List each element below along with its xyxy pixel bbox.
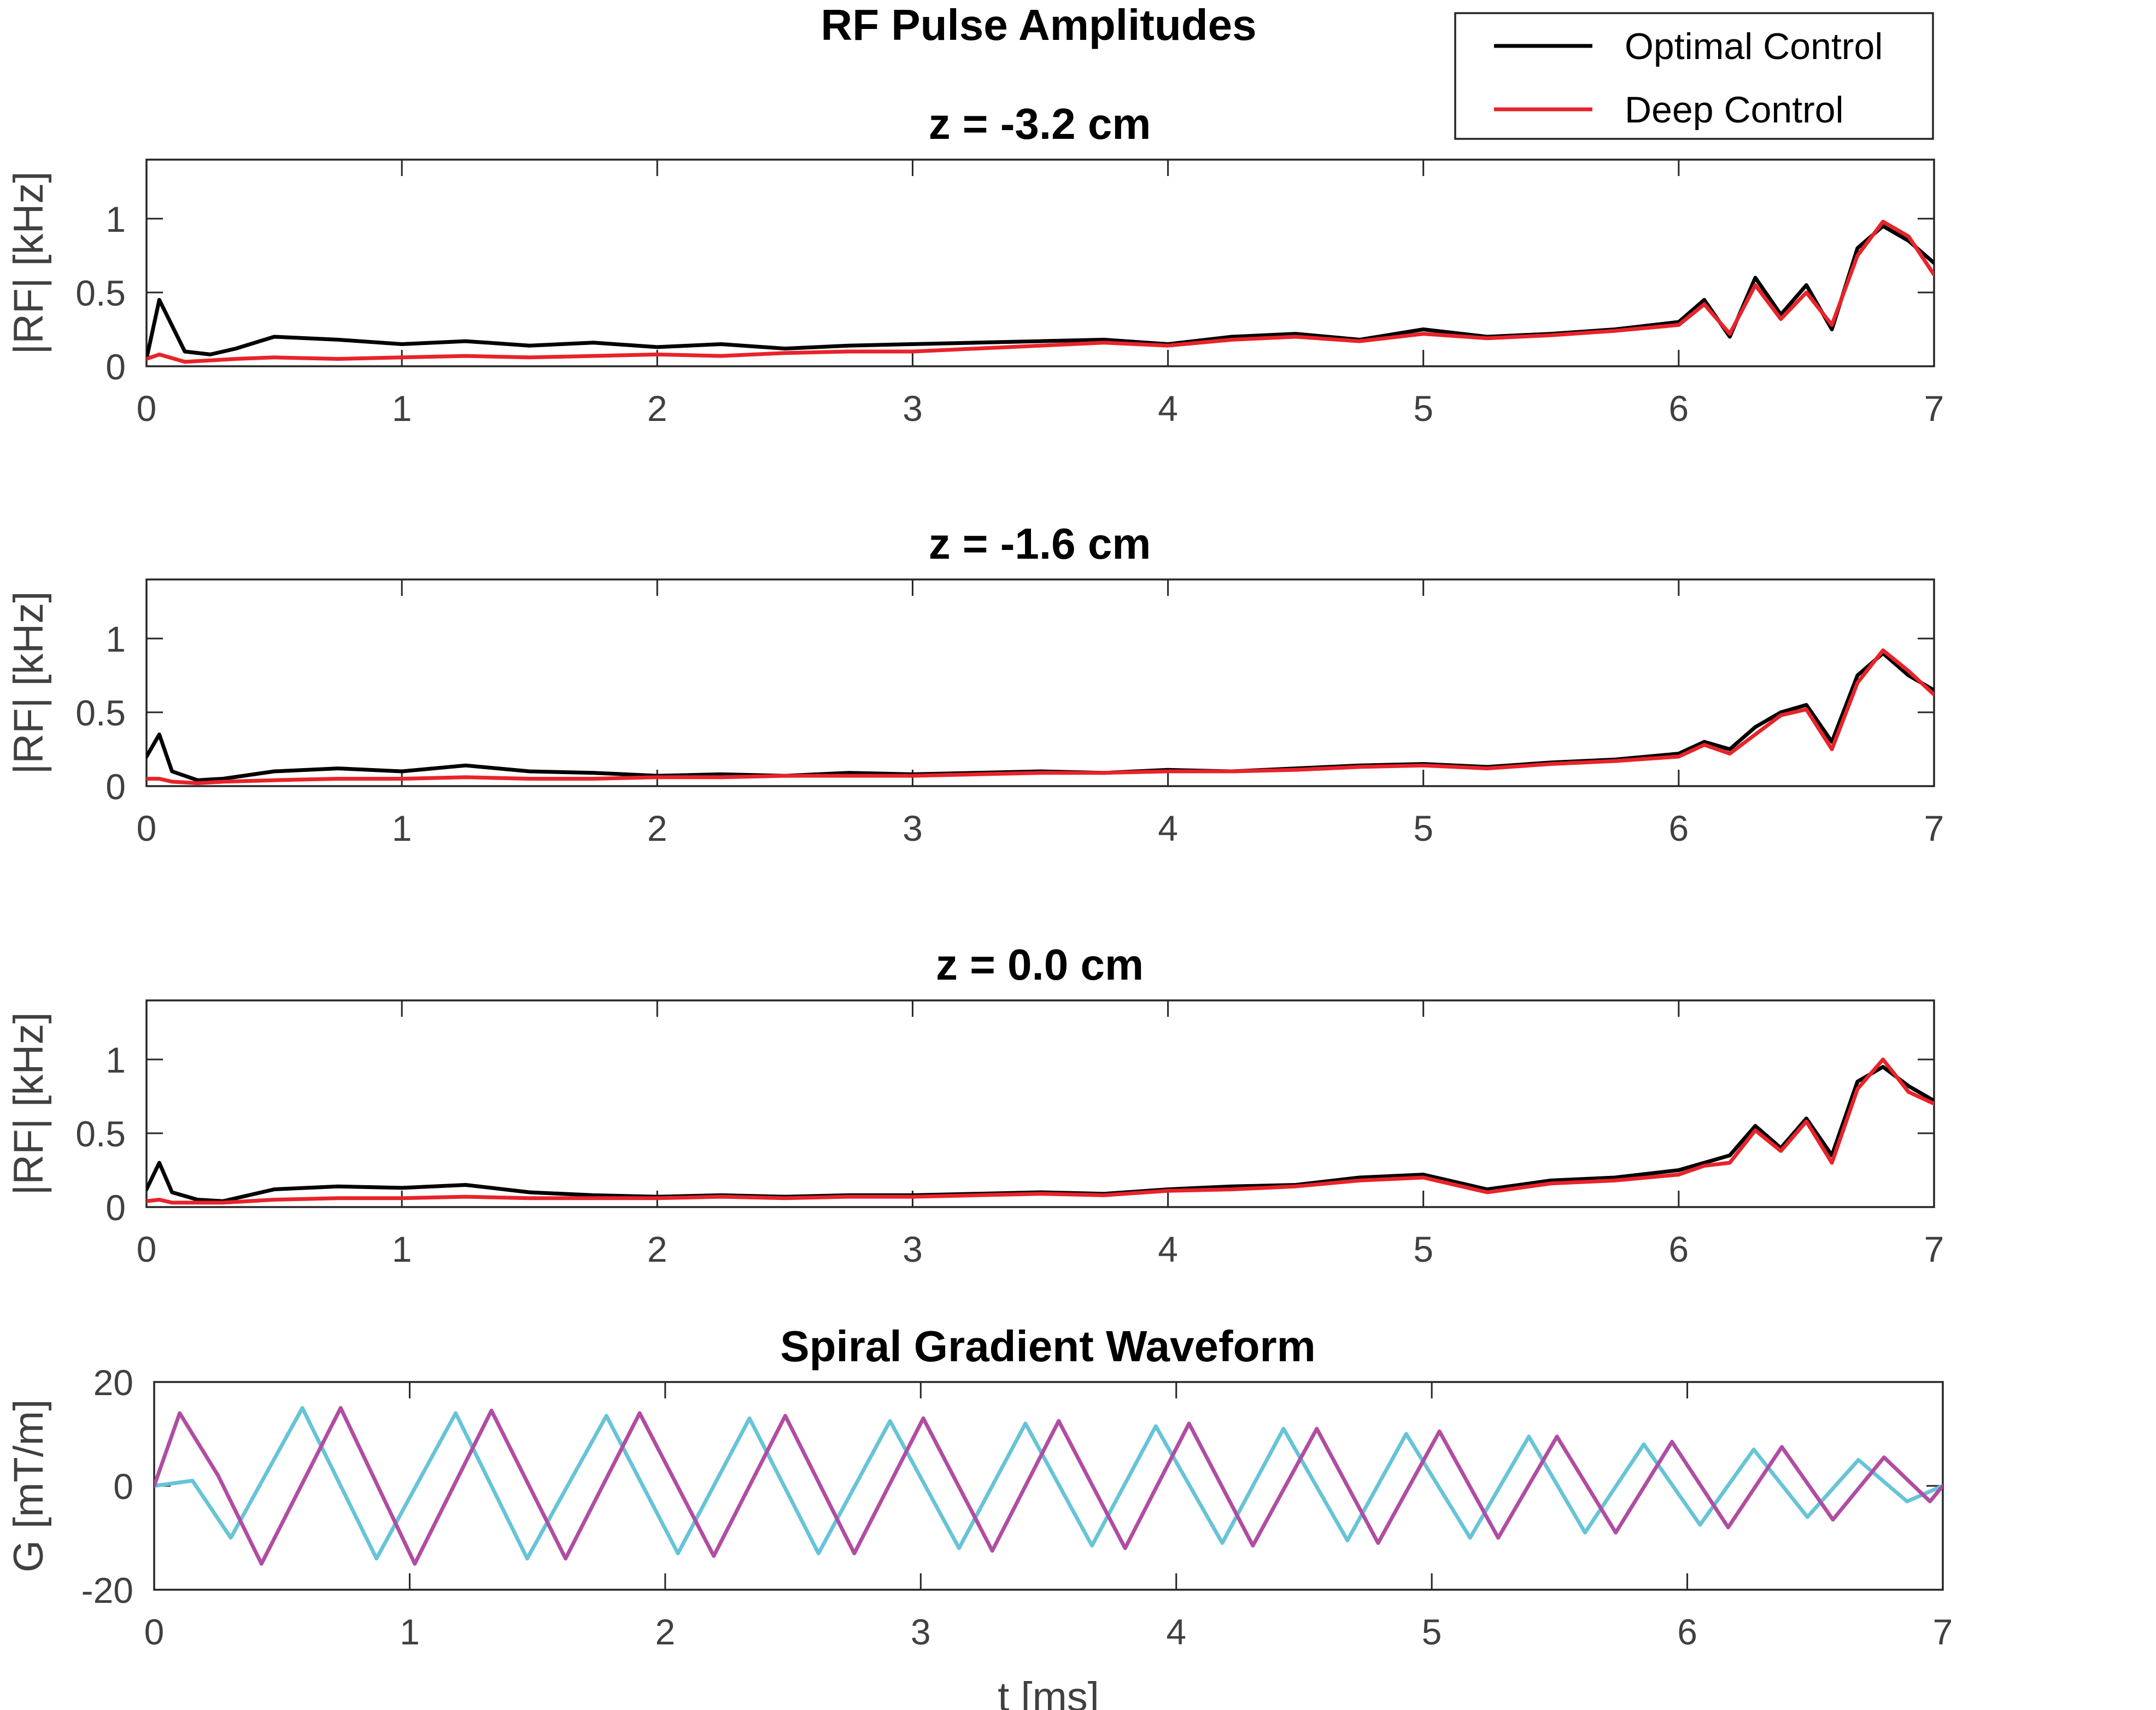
x-axis-label: t [ms] [998, 1674, 1099, 1710]
y-tick-label: 1 [106, 199, 126, 239]
series-line-deep-control [147, 1057, 1934, 1205]
x-tick-label: 0 [144, 1612, 165, 1652]
panels: z = -3.2 cm0 1 2 3 4 5 6 700.51|RF| [kHz]z = -1… [5, 99, 1953, 1710]
x-tick-label: 5 [1413, 1229, 1433, 1269]
legend: Optimal Control Deep Control [1454, 12, 1934, 140]
x-tick-label: 3 [903, 388, 923, 429]
panel-3: z = 0.0 cm 0 1 2 3 4 5 6 7 0 0.5 1 |RF| [kHz] [5, 940, 1944, 1269]
plot-area [145, 578, 1935, 787]
y-tick-label: 0.5 [75, 693, 126, 733]
x-tick-label: 4 [1166, 1612, 1186, 1652]
y-tick-label: -20 [81, 1570, 133, 1611]
y-tick-label: 20 [93, 1362, 133, 1403]
x-tick-label: 5 [1413, 388, 1433, 429]
x-tick-label: 4 [1158, 388, 1178, 429]
x-tick-label: 2 [647, 388, 667, 429]
series-line-deep-control [147, 648, 1934, 786]
x-tick-label: 1 [392, 808, 412, 848]
panel-title: z = -3.2 cm [929, 99, 1151, 148]
y-tick-label: 0.5 [75, 273, 126, 313]
x-tick-label: 3 [903, 1229, 923, 1269]
legend-label-optimal: Optimal Control [1625, 26, 1883, 67]
panel-title: z = -1.6 cm [929, 519, 1151, 568]
y-tick-label: 0.5 [75, 1114, 126, 1154]
x-tick-label: 7 [1924, 1229, 1944, 1269]
plot-area [145, 159, 1935, 367]
panel-2: z = -1.6 cm 0 1 2 3 4 5 6 7 0 0.5 1 |RF| [kHz] [5, 519, 1944, 848]
x-tick-label: 0 [137, 1229, 157, 1269]
x-tick-label: 2 [655, 1612, 675, 1652]
legend-box [1454, 12, 1934, 140]
legend-label-deep: Deep Control [1625, 89, 1844, 131]
x-tick-label: 7 [1924, 808, 1944, 848]
x-tick-label: 5 [1422, 1612, 1442, 1652]
x-tick-label: 7 [1933, 1612, 1953, 1652]
y-tick-label: 1 [106, 619, 126, 659]
series-line-gx [154, 1406, 1943, 1561]
x-tick-label: 0 [137, 388, 157, 429]
panel-1: z = -3.2 cm 0 1 2 3 4 5 6 7 0 0.5 1 |RF| [kHz] [5, 99, 1944, 429]
panel-4: Spiral Gradient Waveform 0 1 2 3 4 5 6 7 -20 0 20 G … [5, 1322, 1953, 1710]
panel-title: z = 0.0 cm [936, 940, 1144, 989]
x-tick-label: 6 [1668, 388, 1689, 429]
x-tick-label: 1 [400, 1612, 420, 1652]
panel-title: Spiral Gradient Waveform [780, 1322, 1316, 1371]
x-tick-label: 0 [137, 808, 157, 848]
y-axis-label: |RF| [kHz] [5, 591, 52, 774]
x-tick-label: 5 [1413, 808, 1433, 848]
y-tick-label: 1 [106, 1040, 126, 1080]
x-tick-label: 1 [392, 388, 412, 429]
y-axis-label: |RF| [kHz] [5, 1012, 52, 1195]
x-tick-label: 4 [1158, 808, 1178, 848]
x-tick-label: 3 [911, 1612, 931, 1652]
x-tick-label: 7 [1924, 388, 1944, 429]
figure-title: RF Pulse Amplitudes [821, 1, 1256, 49]
y-tick-label: 0 [106, 1187, 126, 1228]
y-axis-label: G [mT/m] [5, 1399, 52, 1573]
y-tick-label: 0 [106, 766, 126, 807]
x-tick-label: 4 [1158, 1229, 1178, 1269]
series-line-deep-control [147, 219, 1934, 364]
plot-area [145, 999, 1935, 1208]
x-tick-label: 1 [392, 1229, 412, 1269]
x-tick-label: 6 [1677, 1612, 1697, 1652]
series-line-optimal-control [147, 224, 1934, 361]
y-tick-label: 0 [106, 347, 126, 387]
x-tick-label: 2 [647, 808, 667, 848]
y-axis-label: |RF| [kHz] [5, 171, 52, 354]
series-line-gy [154, 1406, 1943, 1566]
x-tick-label: 6 [1668, 808, 1689, 848]
y-tick-label: 0 [113, 1466, 133, 1507]
x-tick-label: 6 [1668, 1229, 1689, 1269]
x-tick-label: 3 [903, 808, 923, 848]
x-tick-label: 2 [647, 1229, 667, 1269]
